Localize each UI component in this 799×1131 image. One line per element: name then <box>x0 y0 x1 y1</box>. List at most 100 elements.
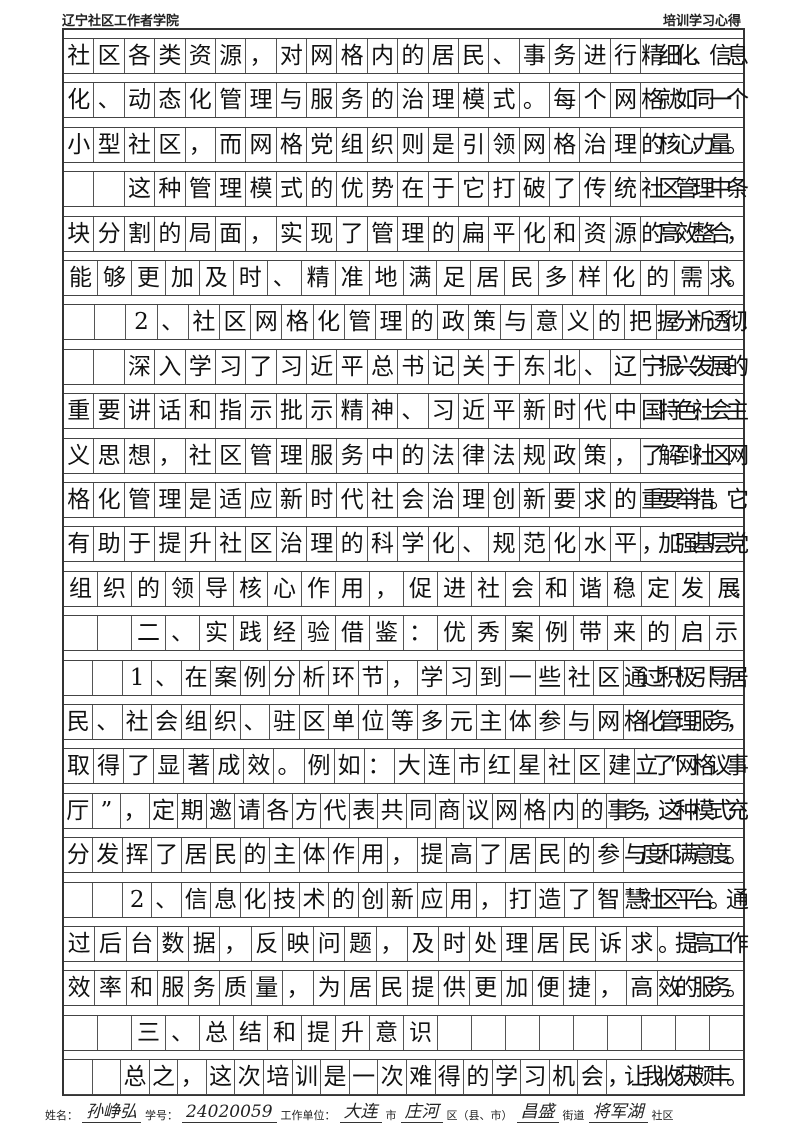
grid-cell: 平 <box>489 216 520 251</box>
grid-cell: 红 <box>485 749 515 784</box>
grid-cell: 。 <box>520 83 550 118</box>
grid-cell: ， <box>186 127 216 162</box>
grid-cell: 在 <box>398 172 429 207</box>
grid-cell: 秀 <box>472 616 506 651</box>
grid-cell: 优 <box>438 616 472 651</box>
grid-cell: 例 <box>241 660 271 695</box>
grid-cell: 参 <box>594 838 624 873</box>
grid-cell: 网 <box>493 793 522 828</box>
grid-cell: 格 <box>550 127 581 162</box>
text-row: 三、总结和提升意识 <box>64 1014 743 1051</box>
grid-cell: 类 <box>155 39 186 73</box>
grid-cell: 次 <box>235 1060 265 1095</box>
grid-cell: 了 <box>124 749 155 784</box>
grid-cell: 居 <box>533 927 565 961</box>
grid-cell: 民 <box>459 39 490 73</box>
grid-cell: 用 <box>447 882 477 917</box>
grid-cell: 政 <box>438 305 470 340</box>
grid-cell: 区 <box>216 438 247 473</box>
grid-cell: 的 <box>642 616 676 651</box>
street-value: 昌盛 <box>516 1097 559 1123</box>
grid-cell: 型 <box>94 127 125 162</box>
text-row: 深入学习了习近平总书记关于东北、辽宁振兴发展的 <box>64 348 749 385</box>
grid-cell: 意 <box>532 305 563 340</box>
grid-cell: 的核心力量。 <box>641 131 749 158</box>
grid-cell: 的 <box>337 527 368 562</box>
grid-cell: 案 <box>506 616 540 651</box>
grid-cell: 体 <box>506 705 536 739</box>
grid-cell: 理 <box>307 527 338 562</box>
student-id-label: 学号： <box>145 1109 178 1122</box>
grid-cell: 居 <box>429 39 459 73</box>
grid-cell: 中 <box>368 438 399 473</box>
district-suffix: 区（县、市） <box>446 1109 513 1122</box>
city-suffix: 市 <box>385 1109 397 1122</box>
grid-cell <box>94 349 125 384</box>
grid-cell: ， <box>377 927 408 961</box>
grid-cell: 及 <box>408 927 440 961</box>
grid-cell: 现 <box>307 216 338 251</box>
grid-cell: 供 <box>439 971 471 1006</box>
grid-cell: 高 <box>447 838 477 873</box>
text-row: 2、信息化技术的创新应用，打造了智慧社区平台。通 <box>64 881 749 918</box>
grid-cell: 资 <box>580 216 611 251</box>
grid-cell: 块 <box>64 216 95 251</box>
grid-cell: 与度和满意度。 <box>623 842 749 869</box>
grid-cell: 创 <box>489 483 520 517</box>
grid-cell: 国特色社会主 <box>641 398 749 425</box>
grid-cell: 学 <box>493 1060 522 1095</box>
grid-cell: 服 <box>307 438 338 473</box>
grid-cell: 的 <box>611 483 642 517</box>
text-row: 化、动态化管理与服务的治理模式。每个网格就如同一个 <box>64 82 749 119</box>
grid-cell: 社 <box>186 438 216 473</box>
grid-cell: 便 <box>533 971 565 1006</box>
grid-cell: 邀 <box>207 793 236 828</box>
grid-cell: 及 <box>200 261 234 295</box>
grid-cell: 是 <box>321 1060 350 1095</box>
text-row: 效率和服务质量，为居民提供更加便捷，高效的服务。 <box>64 970 749 1007</box>
grid-cell: 打 <box>506 882 536 917</box>
text-row: 厅”，定期邀请各方代表共同商议网格内的事务，这种模式充 <box>64 792 749 829</box>
grid-cell: 鉴 <box>370 616 404 651</box>
grid-cell: 习 <box>429 394 459 429</box>
grid-cell: 社 <box>545 749 576 784</box>
grid-cell: 深 <box>125 349 156 384</box>
grid-cell: 一 <box>506 660 536 695</box>
grid-cell: 内 <box>550 793 579 828</box>
grid-cell: 行 <box>611 39 642 73</box>
grid-cell: 2 <box>123 882 153 917</box>
text-row: 过后台数据，反映问题，及时处理居民诉求。提高工作 <box>64 926 749 962</box>
grid-cell: 稳 <box>608 571 642 606</box>
grid-cell: 社 <box>125 127 156 162</box>
grid-cell: 商 <box>436 793 465 828</box>
grid-cell: 一 <box>350 1060 379 1095</box>
grid-cell: 识 <box>404 1015 438 1050</box>
grid-cell: 治 <box>277 527 307 562</box>
grid-cell: 和 <box>268 1015 302 1050</box>
grid-cell: 的 <box>565 838 595 873</box>
grid-cell <box>98 1015 132 1050</box>
grid-cell: 、 <box>93 705 123 739</box>
grid-cell: 务 <box>337 438 368 473</box>
name-label: 姓名： <box>45 1109 78 1122</box>
grid-cell: 和 <box>186 394 216 429</box>
grid-cell: 和 <box>127 971 158 1006</box>
grid-cell: 务 <box>189 971 221 1006</box>
grid-cell: 内 <box>368 39 399 73</box>
grid-cell: ， <box>121 793 150 828</box>
grid-cell: 格化管理服务， <box>623 709 749 735</box>
grid-cell: 环 <box>329 660 359 695</box>
grid-cell <box>94 172 125 207</box>
grid-cell: 为 <box>314 971 346 1006</box>
grid-cell: 重 <box>64 394 95 429</box>
grid-cell: ： <box>365 749 395 784</box>
grid-cell <box>93 660 123 695</box>
grid-cell: 准 <box>336 261 370 295</box>
grid-cell: 助 <box>94 527 125 562</box>
grid-cell: 表 <box>350 793 379 828</box>
grid-cell: 、 <box>268 261 302 295</box>
grid-cell: 问 <box>314 927 346 961</box>
grid-cell: 议 <box>464 793 493 828</box>
grid-cell: 处 <box>470 927 502 961</box>
grid-cell: 想 <box>125 438 156 473</box>
